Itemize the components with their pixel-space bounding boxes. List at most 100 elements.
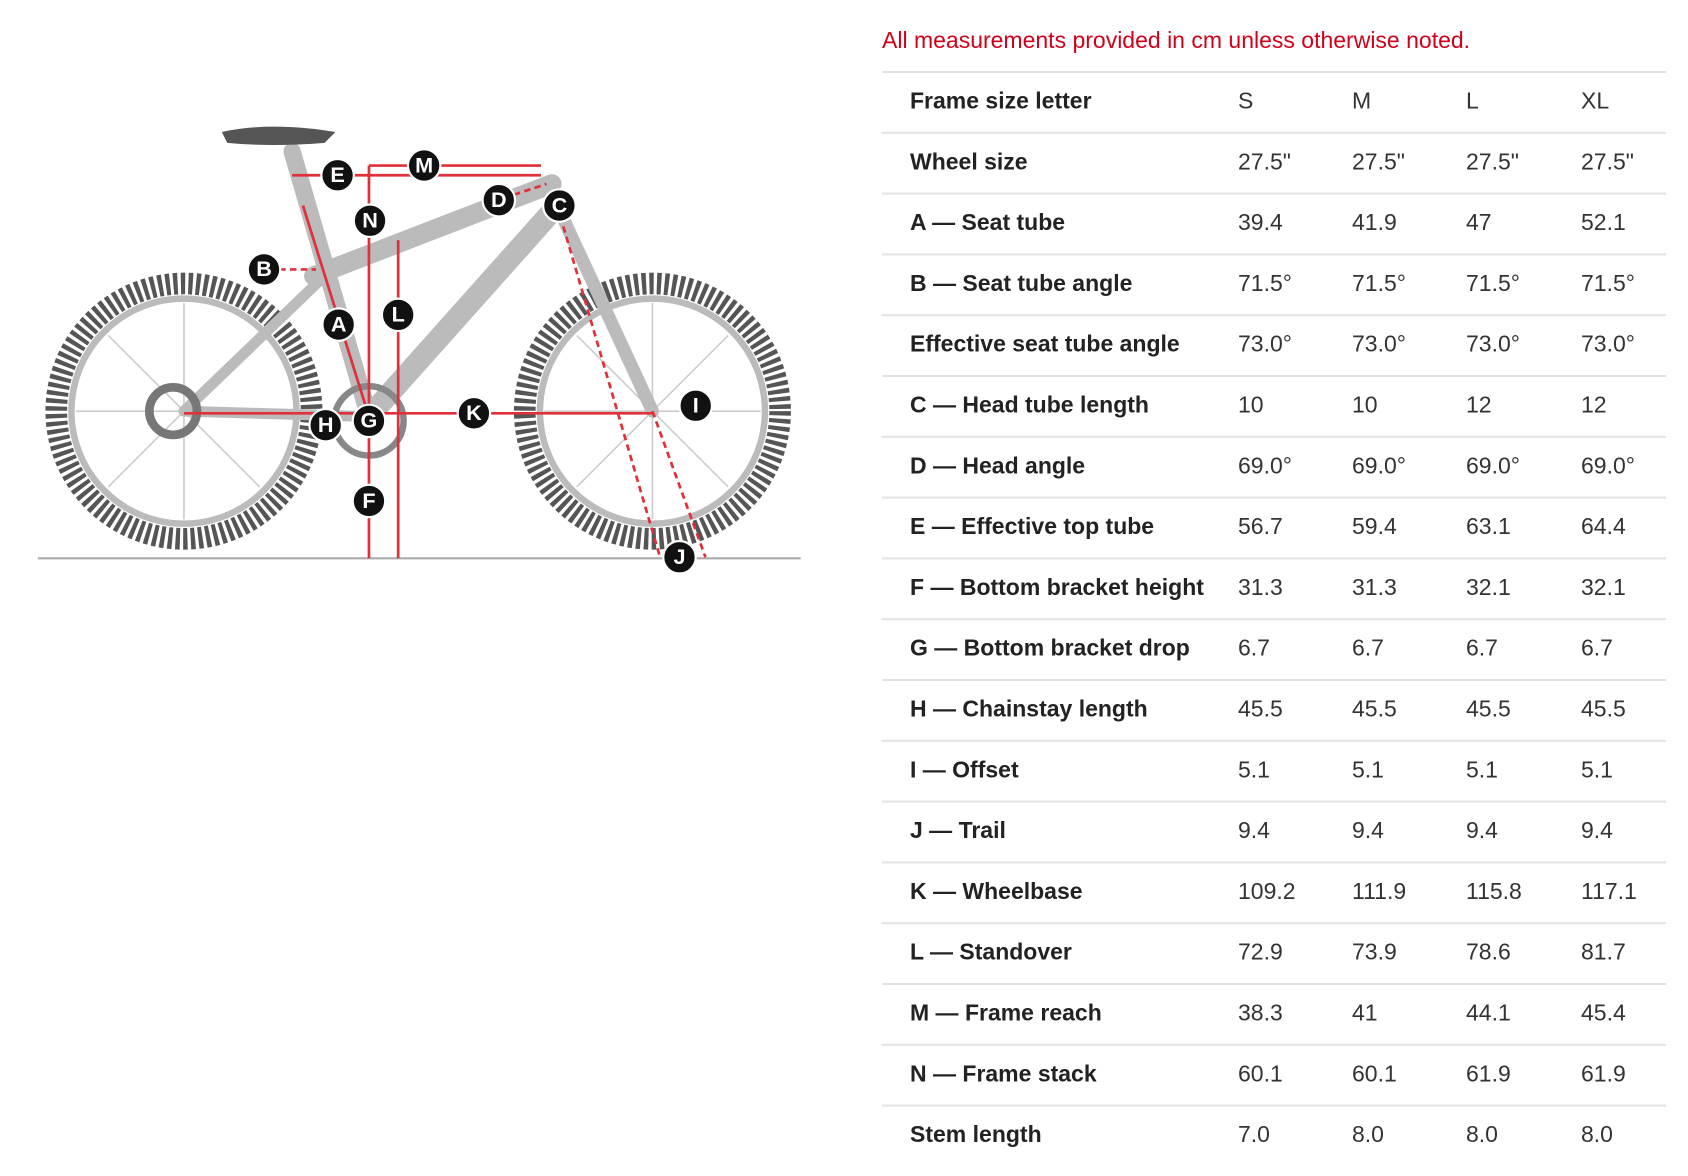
cell: 59.4 — [1352, 513, 1397, 539]
marker-label: M — [415, 152, 433, 177]
cell: 8.0 — [1466, 1121, 1498, 1147]
cell: 117.1 — [1581, 878, 1637, 904]
cell: 61.9 — [1581, 1060, 1626, 1086]
marker-dot — [380, 297, 416, 333]
cell: 6.7 — [1466, 635, 1498, 661]
cell: 27.5" — [1466, 148, 1519, 174]
cell: 10 — [1352, 391, 1378, 417]
cell: 9.4 — [1352, 817, 1384, 843]
marker-dot — [246, 252, 282, 287]
row-label: Wheel size — [910, 148, 1028, 174]
row-label: Stem length — [910, 1121, 1042, 1147]
row-label: J — Trail — [910, 817, 1006, 843]
row-label: D — Head angle — [910, 452, 1085, 478]
cell: 7.0 — [1238, 1121, 1270, 1147]
marker-dot — [481, 182, 517, 218]
row-label: H — Chainstay length — [910, 695, 1148, 721]
row-label: G — Bottom bracket drop — [910, 635, 1190, 661]
cell: 9.4 — [1238, 817, 1270, 843]
cell: 5.1 — [1466, 756, 1498, 782]
geometry-table: Frame size letter S M L XL Wheel size 27.5" 27.… — [882, 71, 1666, 1147]
cell: 41 — [1352, 999, 1378, 1025]
cell: 27.5" — [1581, 148, 1634, 174]
cell: 60.1 — [1352, 1060, 1397, 1086]
cell: 12 — [1581, 391, 1607, 417]
marker-label: A — [331, 311, 347, 336]
marker-dot — [321, 307, 356, 342]
marker-dot — [542, 188, 577, 223]
marker-label: J — [673, 544, 685, 569]
cell: 6.7 — [1581, 635, 1613, 661]
cell: 73.0° — [1581, 331, 1635, 357]
cell: 27.5" — [1352, 148, 1405, 174]
cell: 6.7 — [1352, 635, 1384, 661]
marker-label: G — [361, 408, 378, 433]
cell: 31.3 — [1352, 574, 1397, 600]
cell: 5.1 — [1238, 756, 1270, 782]
cell: 69.0° — [1466, 452, 1520, 478]
cell: 8.0 — [1581, 1121, 1613, 1147]
marker-label: I — [693, 393, 699, 418]
marker-label: K — [466, 400, 482, 425]
cell: 41.9 — [1352, 209, 1397, 235]
marker-dot — [456, 396, 492, 431]
marker-label: L — [392, 302, 405, 327]
marker-label: E — [330, 162, 344, 187]
cell: 45.5 — [1466, 695, 1511, 721]
marker-label: C — [552, 192, 568, 217]
cell: 61.9 — [1466, 1060, 1511, 1086]
marker-dot — [308, 407, 343, 443]
cell: 56.7 — [1238, 513, 1283, 539]
cell: 9.4 — [1466, 817, 1498, 843]
cell: 8.0 — [1352, 1121, 1384, 1147]
cell: XL — [1581, 87, 1609, 113]
marker-label: D — [491, 187, 507, 212]
cell: 12 — [1466, 391, 1492, 417]
cell: 73.0° — [1352, 331, 1406, 357]
note: All measurements provided in cm unless o… — [882, 27, 1470, 53]
row-label: E — Effective top tube — [910, 513, 1154, 539]
cell: 10 — [1238, 391, 1264, 417]
cell: 38.3 — [1238, 999, 1283, 1025]
cell: 9.4 — [1581, 817, 1613, 843]
cell: 73.0° — [1466, 331, 1520, 357]
cell: 52.1 — [1581, 209, 1626, 235]
cell: 45.5 — [1352, 695, 1397, 721]
row-label: Frame size letter — [910, 87, 1092, 113]
row-label: N — Frame stack — [910, 1060, 1097, 1086]
row-label: A — Seat tube — [910, 209, 1065, 235]
row-label: Effective seat tube angle — [910, 331, 1180, 357]
row-label: B — Seat tube angle — [910, 270, 1132, 296]
cell: 69.0° — [1352, 452, 1406, 478]
cell: 45.5 — [1238, 695, 1283, 721]
marker-dot — [352, 203, 388, 239]
marker-dot — [351, 403, 387, 439]
cell: M — [1352, 87, 1371, 113]
cell: 6.7 — [1238, 635, 1270, 661]
cell: 71.5° — [1238, 270, 1292, 296]
marker-dot — [320, 157, 355, 193]
cell: 5.1 — [1581, 756, 1613, 782]
cell: 111.9 — [1352, 878, 1406, 904]
cell: 69.0° — [1581, 452, 1635, 478]
cell: 81.7 — [1581, 939, 1626, 965]
marker-label: F — [362, 488, 375, 513]
cell: 31.3 — [1238, 574, 1283, 600]
marker-dot — [678, 388, 714, 424]
cell: 5.1 — [1352, 756, 1384, 782]
cell: 27.5" — [1238, 148, 1291, 174]
marker-label: B — [256, 256, 272, 281]
marker-dot — [351, 483, 387, 519]
cell: 63.1 — [1466, 513, 1511, 539]
cell: S — [1238, 87, 1253, 113]
cell: L — [1466, 87, 1479, 113]
cell: 32.1 — [1581, 574, 1626, 600]
cell: 72.9 — [1238, 939, 1283, 965]
cell: 39.4 — [1238, 209, 1283, 235]
marker-label: H — [318, 412, 334, 437]
cell: 64.4 — [1581, 513, 1626, 539]
row-label: L — Standover — [910, 939, 1072, 965]
row-label: I — Offset — [910, 756, 1019, 782]
marker-dot — [406, 148, 442, 183]
